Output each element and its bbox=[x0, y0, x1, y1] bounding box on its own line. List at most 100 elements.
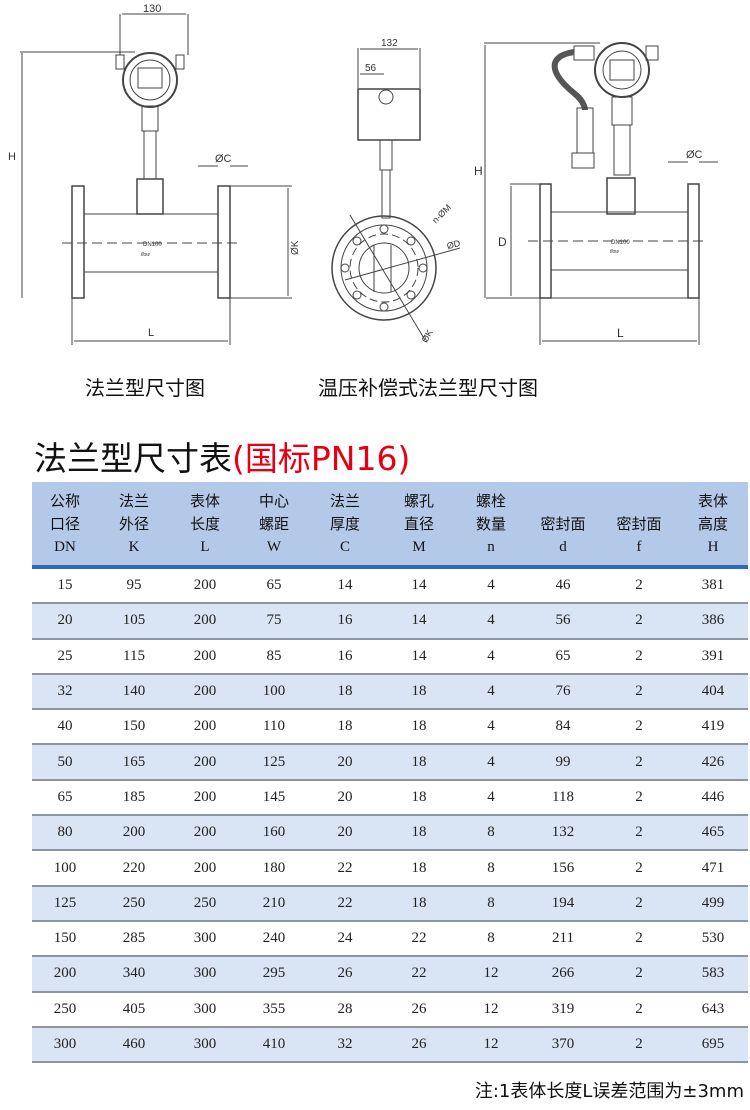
table-row: 80 200 200 160 20 18 8 132 2 465 bbox=[32, 816, 748, 852]
compensated-drawing-caption: 温压补偿式法兰型尺寸图 bbox=[318, 376, 538, 400]
table-cell: 2 bbox=[635, 894, 643, 911]
table-cell: 386 bbox=[701, 612, 725, 629]
table-cell: 40 bbox=[57, 718, 73, 735]
table-cell: 15 bbox=[57, 577, 73, 594]
nameplate-label: DN100 bbox=[611, 240, 630, 246]
table-cell: 200 bbox=[193, 859, 217, 876]
table-cell: 460 bbox=[122, 1036, 146, 1052]
table-cell: 446 bbox=[701, 788, 725, 805]
column-header: 螺栓 数量 n bbox=[456, 482, 526, 565]
compensated-side-drawing: 132 56 n-ØM ØD ØK bbox=[331, 38, 462, 344]
table-cell: 2 bbox=[635, 965, 643, 982]
table-cell: 14 bbox=[411, 577, 427, 594]
table-cell: 180 bbox=[262, 859, 286, 876]
table-cell: 65 bbox=[57, 788, 73, 805]
table-cell: 300 bbox=[193, 1036, 217, 1052]
table-cell: 200 bbox=[193, 788, 217, 805]
table-cell: 471 bbox=[701, 859, 725, 876]
dim-length-label: L bbox=[148, 327, 154, 339]
table-cell: 2 bbox=[635, 930, 643, 947]
table-cell: 4 bbox=[487, 647, 495, 664]
table-row: 100 220 200 180 22 18 8 156 2 471 bbox=[32, 851, 748, 887]
flange-type-drawing: 130 H DN100 flow ØC ØK L bbox=[8, 3, 301, 345]
table-cell: 300 bbox=[193, 930, 217, 947]
table-cell: 56 bbox=[555, 612, 571, 629]
column-header-symbol: W bbox=[266, 539, 282, 555]
table-cell: 200 bbox=[193, 683, 217, 700]
table-cell: 140 bbox=[122, 683, 146, 700]
column-header: 法兰 外径 K bbox=[98, 482, 170, 565]
dim-flange-diameter-label: ØK bbox=[290, 240, 301, 255]
table-cell: 95 bbox=[126, 577, 142, 594]
table-cell: 319 bbox=[551, 1000, 575, 1017]
table-row: 40 150 200 110 18 18 4 84 2 419 bbox=[32, 710, 748, 746]
table-cell: 250 bbox=[193, 894, 217, 911]
table-cell: 26 bbox=[411, 1000, 427, 1017]
table-cell: 85 bbox=[266, 647, 282, 664]
table-header: 公称 口径 DN 法兰 外径 K 表体 长度 L 中心 螺距 W 法兰 厚度 C 螺孔 直径 M 螺栓 数量 n 密封面… bbox=[32, 482, 748, 569]
table-cell: 125 bbox=[262, 753, 286, 770]
table-cell: 200 bbox=[122, 824, 146, 841]
column-header-symbol: C bbox=[339, 539, 350, 555]
table-row: 50 165 200 125 20 18 4 99 2 426 bbox=[32, 745, 748, 781]
table-cell: 125 bbox=[53, 894, 77, 911]
table-cell: 465 bbox=[701, 824, 725, 841]
table-cell: 65 bbox=[266, 577, 282, 594]
table-cell: 18 bbox=[411, 788, 427, 805]
table-cell: 643 bbox=[701, 1000, 725, 1017]
table-cell: 194 bbox=[551, 894, 575, 911]
column-header-line2: 长度 bbox=[189, 515, 220, 533]
column-header: 密封面 f bbox=[600, 482, 678, 565]
seal-diameter-label: ØD bbox=[446, 238, 462, 251]
table-row: 20 105 200 75 16 14 4 56 2 386 bbox=[32, 604, 748, 640]
table-cell: 20 bbox=[337, 753, 353, 770]
table-cell: 2 bbox=[635, 647, 643, 664]
table-cell: 160 bbox=[262, 824, 286, 841]
table-cell: 370 bbox=[551, 1036, 575, 1052]
table-cell: 220 bbox=[122, 859, 146, 876]
table-cell: 50 bbox=[57, 753, 73, 770]
column-header-line2: 螺距 bbox=[258, 515, 289, 533]
table-cell: 2 bbox=[635, 788, 643, 805]
table-cell: 8 bbox=[487, 859, 495, 876]
dim-height-label: H bbox=[8, 151, 16, 163]
table-cell: 132 bbox=[551, 824, 575, 841]
table-cell: 118 bbox=[552, 788, 574, 805]
table-cell: 75 bbox=[266, 612, 282, 629]
table-cell: 26 bbox=[411, 1036, 427, 1052]
table-cell: 266 bbox=[551, 965, 575, 982]
table-row: 200 340 300 295 26 22 12 266 2 583 bbox=[32, 957, 748, 993]
table-cell: 14 bbox=[411, 612, 427, 629]
table-cell: 2 bbox=[635, 1036, 643, 1052]
table-cell: 381 bbox=[701, 577, 725, 594]
holes-label: n-ØM bbox=[430, 202, 453, 225]
table-row: 250 405 300 355 28 26 12 319 2 643 bbox=[32, 993, 748, 1028]
flow-label: flow bbox=[141, 252, 150, 258]
table-cell: 100 bbox=[53, 859, 77, 876]
table-cell: 16 bbox=[337, 647, 353, 664]
table-cell: 18 bbox=[411, 824, 427, 841]
table-cell: 22 bbox=[411, 930, 427, 947]
table-title-standard: (国标PN16) bbox=[232, 439, 411, 478]
table-cell: 22 bbox=[337, 859, 353, 876]
dim-width-label: 130 bbox=[143, 3, 161, 15]
table-cell: 14 bbox=[337, 577, 353, 594]
column-header-line1 bbox=[637, 490, 642, 513]
table-cell: 4 bbox=[487, 612, 495, 629]
table-cell: 80 bbox=[57, 824, 73, 841]
table-cell: 22 bbox=[411, 965, 427, 982]
table-cell: 210 bbox=[262, 894, 286, 911]
column-header: 中心 螺距 W bbox=[240, 482, 308, 565]
dim-d-label: D bbox=[498, 235, 507, 249]
table-cell: 100 bbox=[262, 683, 286, 700]
table-cell: 211 bbox=[552, 930, 574, 947]
table-cell: 20 bbox=[337, 788, 353, 805]
table-cell: 2 bbox=[635, 577, 643, 594]
dim-l-label: L bbox=[617, 326, 624, 340]
dimension-drawings: 130 H DN100 flow ØC ØK L bbox=[8, 3, 718, 345]
column-header-symbol: L bbox=[200, 539, 210, 555]
dim-flange-thickness-label: ØC bbox=[215, 153, 232, 165]
table-cell: 295 bbox=[262, 965, 286, 982]
table-cell: 4 bbox=[487, 577, 495, 594]
column-header-line2: 外径 bbox=[118, 515, 149, 533]
